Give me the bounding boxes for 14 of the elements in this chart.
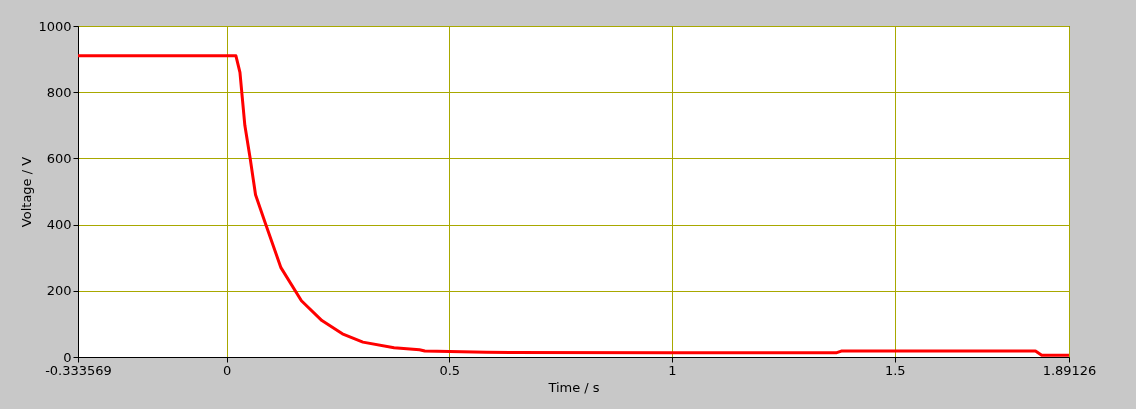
y-tick-label: 600 [46,150,72,166]
x-tick-label: 0 [222,362,232,378]
x-tick-label: 1.5 [884,362,906,378]
x-axis-title: Time / s [547,379,600,395]
y-tick-label: 800 [46,84,72,100]
y-axis-title: Voltage / V [19,156,35,228]
x-tick-label: -0.333569 [45,362,112,378]
y-tick-label: 0 [63,349,72,365]
x-tick-label: 1 [668,362,677,378]
y-tick-label: 400 [46,217,72,233]
y-tick-label: 1000 [38,18,72,34]
x-tick-label: 0.5 [439,362,461,378]
x-tick-label: 1.89126 [1042,362,1097,378]
y-tick-label: 200 [46,283,72,299]
